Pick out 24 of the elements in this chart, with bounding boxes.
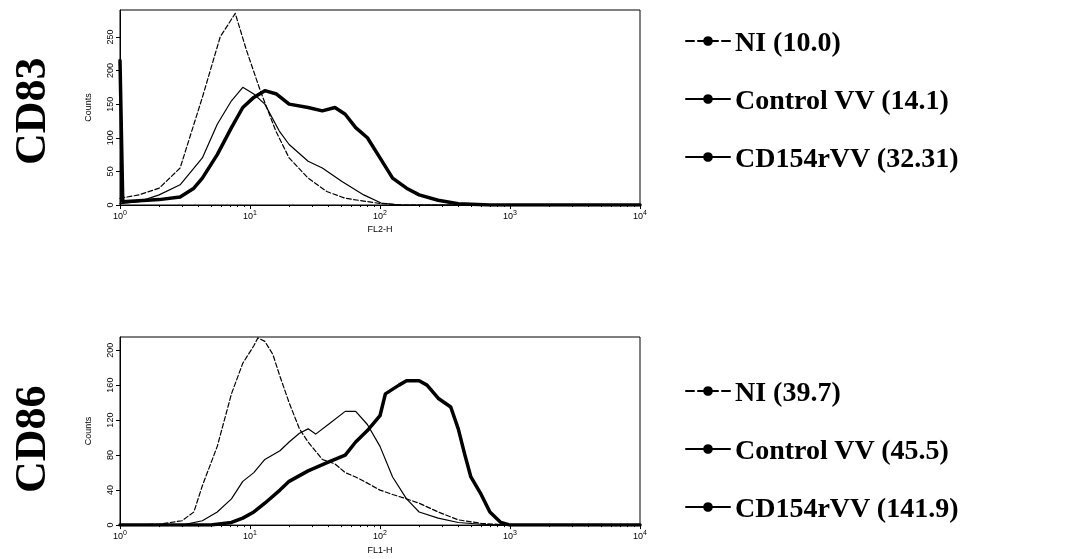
legend-label: CD154rVV (141.9) (735, 491, 959, 523)
y-axis-title: Counts (82, 92, 93, 122)
legend-label: CD154rVV (32.31) (735, 141, 959, 173)
y-tick-label: 200 (104, 63, 115, 79)
y-tick-label: 0 (104, 202, 115, 208)
text: CD83 (5, 57, 55, 166)
legend-label: NI (10.0) (735, 25, 841, 57)
y-tick-label: 150 (104, 96, 115, 112)
x-axis-title: FL2-H (367, 224, 393, 235)
y-tick-label: 50 (104, 166, 115, 177)
y-tick-label: 40 (104, 485, 115, 496)
legend-label: NI (39.7) (735, 375, 841, 407)
legend-label: Control VV (45.5) (735, 433, 949, 465)
y-tick-label: 80 (104, 450, 115, 461)
y-tick-label: 0 (104, 522, 115, 528)
y-axis-title: Counts (82, 416, 93, 446)
y-tick-label: 160 (104, 377, 115, 393)
y-tick-label: 120 (104, 412, 115, 428)
legend-label: Control VV (14.1) (735, 83, 949, 115)
y-tick-label: 100 (104, 130, 115, 146)
y-tick-label: 200 (104, 342, 115, 358)
x-axis-title: FL1-H (367, 544, 393, 555)
y-tick-label: 250 (104, 29, 115, 45)
text: CD86 (5, 385, 55, 494)
